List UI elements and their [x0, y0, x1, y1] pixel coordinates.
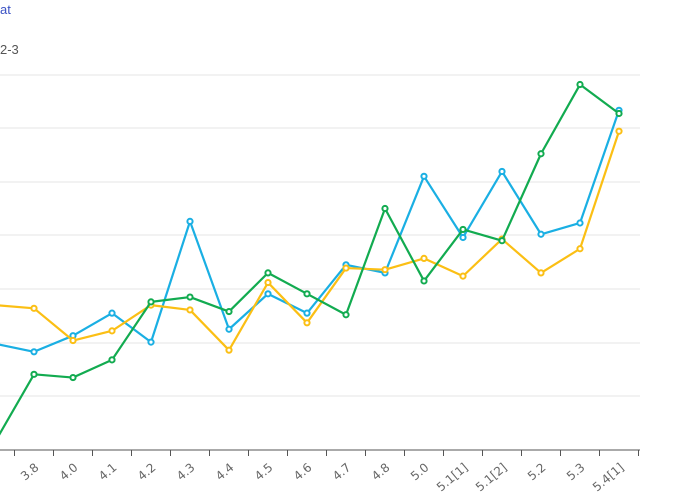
x-tick-label: 4.3 [174, 460, 198, 483]
x-tick-label: 5.0 [408, 460, 432, 483]
series-3-point [420, 277, 428, 285]
series-1-point [303, 309, 311, 317]
series-2-point [342, 264, 350, 272]
series-3-point [576, 80, 584, 89]
series-2-point [108, 327, 116, 335]
series-2-point [225, 346, 233, 354]
series-2-point [69, 336, 77, 345]
series-3-point [615, 109, 623, 118]
series-3-point [537, 150, 545, 158]
series-line-2 [0, 130, 621, 352]
x-tick-label: 5.2 [525, 460, 549, 483]
x-tick-label: 5.1[1] [434, 460, 471, 494]
x-tick-label: 3.8 [18, 460, 42, 483]
series-1-point [420, 172, 428, 180]
x-tick-label: 4.2 [135, 460, 159, 483]
title-fragment: at [0, 2, 11, 17]
series-3-point [186, 293, 194, 301]
x-tick-label: 5.3 [564, 460, 588, 483]
series-1-point [108, 309, 116, 317]
x-tick-label: 4.4 [213, 460, 237, 483]
series-1-point [30, 348, 38, 356]
series-2-point [303, 319, 311, 327]
series-3-point [303, 290, 311, 298]
series-1-point [576, 219, 584, 227]
x-tick-label: 5.1[2] [473, 460, 510, 494]
series-2-point [381, 266, 389, 274]
series-3-point [30, 370, 38, 378]
series-2-point [186, 306, 194, 314]
series-2-point [420, 254, 428, 263]
x-tick-label: 4.7 [330, 460, 354, 483]
series-2-point [30, 304, 38, 312]
series-2-point [264, 278, 272, 287]
x-tick-label: 5.4[1] [590, 460, 627, 494]
series-3-point [147, 298, 155, 306]
x-tick-label: 4.0 [57, 460, 81, 483]
series-3-point [69, 373, 77, 382]
series-3-point [264, 269, 272, 277]
series-3-point [108, 356, 116, 364]
series-line-3 [0, 83, 620, 436]
x-tick-label: 4.8 [369, 460, 393, 483]
x-tick-label: 4.1 [96, 460, 120, 483]
series-2-point [615, 127, 623, 135]
series-3-point [498, 237, 506, 245]
subtitle-fragment: 2-3 [0, 42, 19, 57]
series-1-point [537, 230, 545, 238]
series-3-point [225, 307, 233, 316]
x-tick-label: 4.6 [291, 460, 315, 483]
series-1-point [264, 290, 272, 298]
series-1-point [186, 217, 194, 225]
series-3-point [342, 311, 350, 319]
series-1-point [225, 325, 233, 333]
series-1-point [498, 167, 506, 176]
series-1-point [459, 233, 467, 242]
series-1-point [147, 338, 155, 346]
series-2-point [459, 272, 467, 280]
series-2-point [537, 269, 545, 277]
series-3-point [381, 204, 389, 213]
series-2-point [576, 245, 584, 253]
series-3-point [459, 225, 467, 234]
x-tick-label: 4.5 [252, 460, 276, 483]
